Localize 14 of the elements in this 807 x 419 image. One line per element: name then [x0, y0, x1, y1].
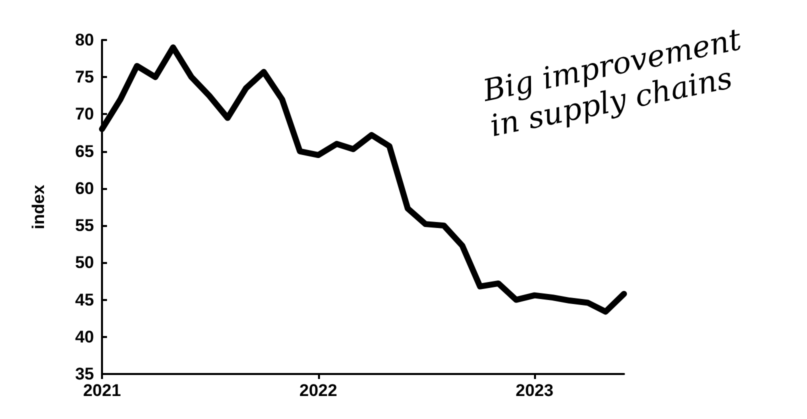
y-tick-label: 70 — [75, 104, 94, 124]
y-tick-label: 75 — [75, 68, 94, 87]
x-tick-label: 2021 — [83, 381, 121, 400]
y-tick-label: 80 — [75, 30, 94, 50]
y-tick-label: 40 — [75, 327, 94, 346]
x-tick-label: 2023 — [516, 381, 554, 400]
y-axis-title: index — [29, 184, 48, 230]
y-tick-label: 60 — [75, 178, 94, 198]
y-tick-label: 50 — [75, 253, 94, 272]
y-tick-label: 55 — [75, 216, 94, 236]
x-tick-label: 2022 — [299, 381, 338, 400]
y-tick-label: 35 — [75, 364, 94, 384]
y-tick-label: 45 — [75, 290, 94, 310]
y-tick-label: 65 — [75, 142, 94, 161]
